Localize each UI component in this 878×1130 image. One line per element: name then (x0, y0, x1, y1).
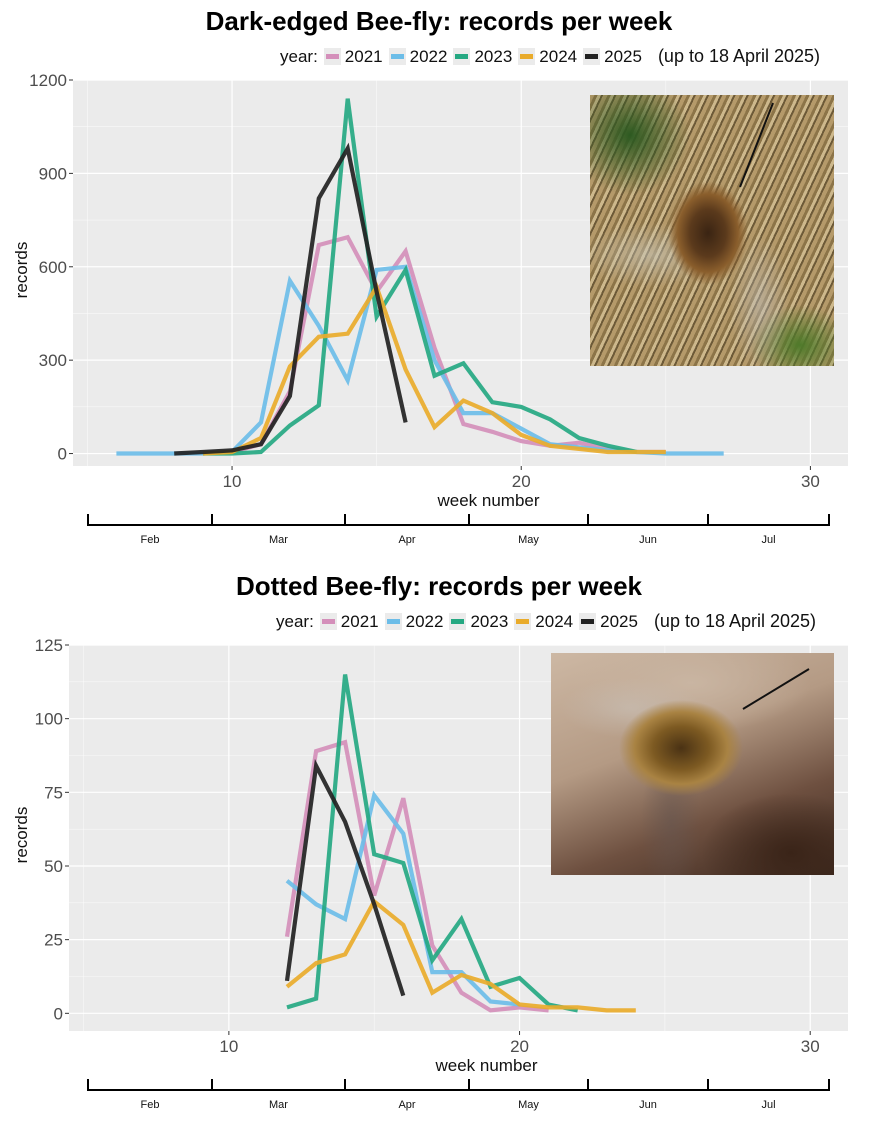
legend-label-2022: 2022 (409, 46, 448, 66)
legend-key-2022 (388, 48, 406, 65)
month-label: Jul (761, 534, 775, 546)
y-tick-label: 300 (39, 351, 67, 370)
series-line-2025 (284, 758, 406, 997)
chart-title: Dark-edged Bee-fly: records per week (205, 6, 673, 36)
chart-dotted: Dotted Bee-fly: records per week year: 2… (0, 565, 878, 1125)
legend: year: 2021 2022 2023 2024 2025 (up to 18… (276, 611, 816, 632)
legend-label-2025: 2025 (600, 611, 638, 631)
legend-prefix: year: (280, 46, 318, 66)
bee-fly-proboscis (742, 668, 810, 710)
legend-label-2023: 2023 (470, 611, 509, 631)
series-line-2021 (284, 739, 549, 1013)
month-label: Mar (269, 1099, 288, 1111)
series-line-2023 (203, 98, 638, 456)
y-tick-label: 900 (39, 164, 67, 183)
month-label: Feb (141, 1099, 160, 1111)
legend-label-2024: 2024 (535, 611, 574, 631)
legend-label-2021: 2021 (340, 611, 379, 631)
x-tick-label: 10 (219, 1037, 238, 1056)
y-tick-label: 0 (58, 445, 67, 464)
y-tick-label: 0 (54, 1004, 63, 1023)
series-line-2024 (202, 282, 666, 456)
y-tick-label: 75 (44, 783, 63, 802)
bee-fly-photo (590, 95, 834, 366)
month-label: May (518, 534, 539, 546)
y-tick-label: 125 (35, 636, 63, 655)
legend: year: 2021 2022 2023 2024 2025 (up to 18… (280, 46, 820, 67)
legend-label-2025: 2025 (604, 46, 642, 66)
legend-key-2022 (384, 613, 402, 630)
legend-label-2023: 2023 (474, 46, 513, 66)
month-axis: Feb Mar Apr May Jun Jul (87, 514, 830, 546)
y-axis-title: records (12, 242, 31, 299)
series-line-2025 (174, 142, 408, 456)
x-tick-label: 20 (510, 1037, 529, 1056)
month-label: Jul (761, 1099, 775, 1111)
legend-key-2023 (453, 48, 471, 65)
legend-prefix: year: (276, 611, 314, 631)
y-tick-label: 600 (39, 258, 67, 277)
month-label: Jun (639, 534, 657, 546)
x-axis-title: week number (436, 491, 539, 510)
legend-key-2023 (449, 613, 467, 630)
legend-label-2021: 2021 (344, 46, 383, 66)
x-tick-label: 30 (801, 1037, 820, 1056)
legend-key-2024 (518, 48, 536, 65)
y-tick-label: 100 (35, 710, 63, 729)
legend-label-2024: 2024 (539, 46, 578, 66)
chart-dark-edged: Dark-edged Bee-fly: records per week yea… (0, 0, 878, 560)
legend-note: (up to 18 April 2025) (657, 46, 821, 66)
month-label: May (518, 1099, 539, 1111)
y-tick-label: 25 (44, 931, 63, 950)
legend-key-2025 (579, 613, 597, 630)
x-tick-label: 10 (223, 472, 242, 491)
bee-fly-photo (551, 653, 834, 875)
y-tick-label: 50 (44, 857, 63, 876)
month-label: Mar (269, 534, 288, 546)
month-label: Apr (398, 1099, 415, 1111)
chart-title: Dotted Bee-fly: records per week (235, 571, 642, 601)
month-label: Jun (639, 1099, 657, 1111)
x-tick-label: 20 (512, 472, 531, 491)
y-tick-label: 1200 (29, 71, 67, 90)
legend-label-2022: 2022 (405, 611, 444, 631)
series-line-2024 (285, 898, 636, 1013)
legend-key-2024 (514, 613, 532, 630)
month-label: Feb (141, 534, 160, 546)
x-tick-label: 30 (801, 472, 820, 491)
month-axis: Feb Mar Apr May Jun Jul (87, 1079, 830, 1111)
legend-note: (up to 18 April 2025) (653, 611, 817, 631)
legend-key-2021 (323, 48, 341, 65)
bee-fly-antenna (739, 102, 774, 188)
legend-key-2021 (319, 613, 337, 630)
month-label: Apr (398, 534, 415, 546)
x-axis-title: week number (434, 1056, 537, 1075)
series-line-2023 (286, 674, 579, 1013)
y-axis-title: records (12, 807, 31, 864)
legend-key-2025 (583, 48, 601, 65)
